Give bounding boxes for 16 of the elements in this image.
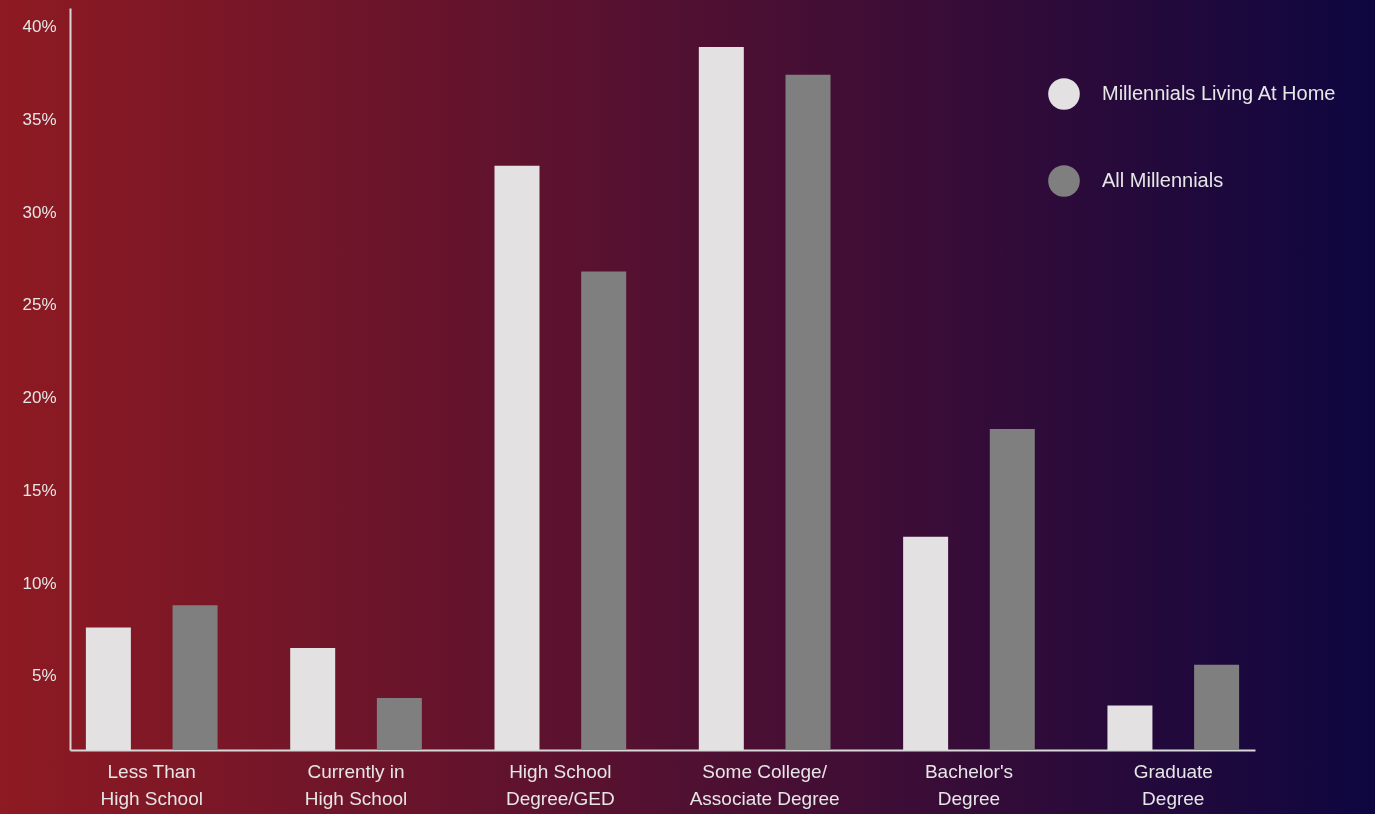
y-tick-label: 15% <box>22 480 57 500</box>
y-tick-label: 5% <box>31 666 57 686</box>
x-tick-label: Less Than High School <box>100 760 203 809</box>
legend-label: Millennials Living At Home <box>1102 82 1336 104</box>
x-tick-label: Currently in High School <box>304 760 408 809</box>
legend-label: All Millennials <box>1102 169 1224 191</box>
y-tick-label: 20% <box>22 388 57 408</box>
y-tick-label: 35% <box>22 109 57 129</box>
x-tick-label: Bachelor's Degree <box>924 760 1014 809</box>
x-tick-label: Graduate Degree <box>1133 760 1213 809</box>
y-tick-label: 30% <box>22 202 57 222</box>
y-tick-label: 40% <box>22 17 57 37</box>
x-tick-label: Some College/ Associate Degree <box>689 760 840 809</box>
y-tick-label: 25% <box>22 295 57 315</box>
y-tick-label: 10% <box>22 573 57 593</box>
x-tick-label: High School Degree/GED <box>505 760 615 809</box>
